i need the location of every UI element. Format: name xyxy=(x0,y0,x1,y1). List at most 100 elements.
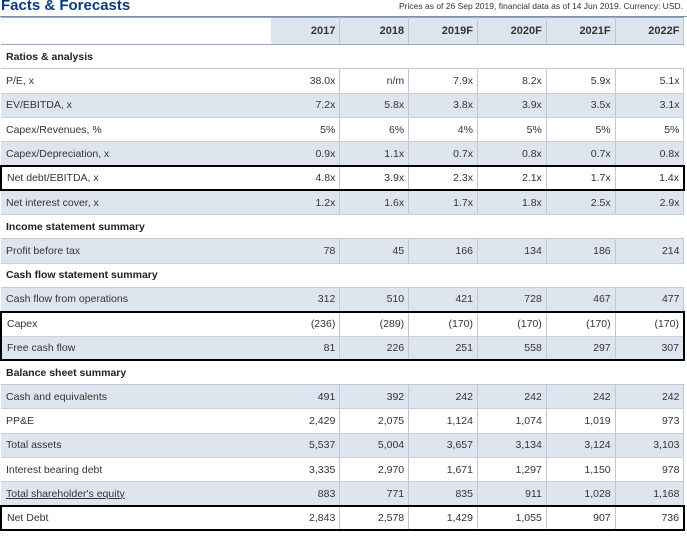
cell-value: (170) xyxy=(546,310,616,337)
year-header: 2019F xyxy=(408,17,478,45)
cell-value: 1.7x xyxy=(408,190,478,216)
cell-value: 2.3x xyxy=(408,164,478,192)
table-row-highlighted: Net debt/EBITDA, x 4.8x 3.9x 2.3x 2.1x 1.7x 1.… xyxy=(0,164,685,192)
cell-value: 771 xyxy=(339,481,410,507)
cell-value: 5.1x xyxy=(615,68,685,94)
row-label: Cash flow from operations xyxy=(1,287,271,313)
section-balance: Balance sheet summary xyxy=(1,360,684,386)
cell-value: 1.1x xyxy=(339,141,410,167)
cell-value: 312 xyxy=(271,287,341,313)
cell-value: 1,055 xyxy=(477,505,547,532)
cell-value: 0.7x xyxy=(408,141,478,167)
cell-value: 491 xyxy=(271,384,341,410)
table-row: PP&E 2,429 2,075 1,124 1,074 1,019 973 xyxy=(1,408,685,434)
cell-value: (289) xyxy=(339,310,410,337)
cell-value: 7.9x xyxy=(408,68,478,94)
facts-forecasts-table: 2017 2018 2019F 2020F 2021F 2022F Ratios… xyxy=(0,17,685,532)
cell-value: 2.9x xyxy=(615,190,685,216)
cell-value: 5.8x xyxy=(339,93,410,118)
cell-value: 1.4x xyxy=(615,164,685,192)
year-header-row: 2017 2018 2019F 2020F 2021F 2022F xyxy=(1,17,685,45)
cell-value: 1,028 xyxy=(546,481,616,507)
cell-value: 1,074 xyxy=(477,408,547,434)
cell-value: 1,297 xyxy=(477,457,547,483)
cell-value: 392 xyxy=(339,384,410,410)
cell-value: 1,150 xyxy=(546,457,616,483)
cell-value: 0.7x xyxy=(546,141,616,167)
row-label: Profit before tax xyxy=(1,238,271,264)
cell-value: 3,103 xyxy=(615,433,685,459)
table-row: Profit before tax 78 45 166 134 186 214 xyxy=(1,238,685,264)
table-row: EV/EBITDA, x 7.2x 5.8x 3.8x 3.9x 3.5x 3.1x xyxy=(1,93,685,118)
cell-value: 78 xyxy=(271,238,341,264)
table-row: P/E, x 38.0x n/m 7.9x 8.2x 5.9x 5.1x xyxy=(1,68,685,94)
cell-value: 477 xyxy=(615,287,685,313)
table-row-highlighted: Capex (236) (289) (170) (170) (170) (170) xyxy=(0,310,685,337)
row-label: Net Debt xyxy=(0,505,271,532)
table-row: Net interest cover, x 1.2x 1.6x 1.7x 1.8x 2.5… xyxy=(1,190,685,216)
row-label: Capex/Depreciation, x xyxy=(1,141,271,167)
cell-value: 728 xyxy=(477,287,547,313)
row-label: Capex xyxy=(0,310,271,337)
cell-value: 307 xyxy=(615,336,685,362)
table-row: Capex/Depreciation, x 0.9x 1.1x 0.7x 0.8x 0.7… xyxy=(1,141,685,167)
cell-value: 1,019 xyxy=(546,408,616,434)
year-header: 2021F xyxy=(546,17,616,45)
year-header: 2022F xyxy=(615,17,685,45)
cell-value: (170) xyxy=(477,310,547,337)
cell-value: (170) xyxy=(615,310,685,337)
cell-value: 2,578 xyxy=(339,505,410,532)
row-label: Total shareholder's equity xyxy=(1,481,271,507)
cell-value: 2,970 xyxy=(339,457,410,483)
page-title: Facts & Forecasts xyxy=(1,0,131,14)
cell-value: 2,429 xyxy=(271,408,341,434)
row-label: Interest bearing debt xyxy=(1,457,271,483)
cell-value: 883 xyxy=(271,481,341,507)
cell-value: 421 xyxy=(408,287,478,313)
cell-value: 251 xyxy=(408,336,478,362)
cell-value: 3,335 xyxy=(271,457,341,483)
cell-value: 242 xyxy=(408,384,478,410)
cell-value: 81 xyxy=(271,336,341,362)
cell-value: 5% xyxy=(546,117,616,143)
cell-value: 5,537 xyxy=(271,433,341,459)
cell-value: 467 xyxy=(546,287,616,313)
row-label: Net debt/EBITDA, x xyxy=(0,164,271,192)
table-row: Interest bearing debt 3,335 2,970 1,671 1,29… xyxy=(1,457,685,483)
table-row: Total assets 5,537 5,004 3,657 3,134 3,124 3,1… xyxy=(1,433,685,459)
cell-value: 1,671 xyxy=(408,457,478,483)
cell-value: 1,124 xyxy=(408,408,478,434)
row-label: Total assets xyxy=(1,433,271,459)
cell-value: 6% xyxy=(339,117,410,143)
table-row-highlighted: Free cash flow 81 226 251 558 297 307 xyxy=(0,336,685,362)
cell-value: 242 xyxy=(546,384,616,410)
cell-value: 134 xyxy=(477,238,547,264)
cell-value: 2.5x xyxy=(546,190,616,216)
cell-value: 3.5x xyxy=(546,93,616,118)
cell-value: 0.8x xyxy=(477,141,547,167)
cell-value: 1.8x xyxy=(477,190,547,216)
cell-value: 5% xyxy=(477,117,547,143)
cell-value: (170) xyxy=(408,310,478,337)
section-title: Ratios & analysis xyxy=(1,44,684,70)
cell-value: 3.9x xyxy=(477,93,547,118)
cell-value: 911 xyxy=(477,481,547,507)
cell-value: (236) xyxy=(271,310,341,337)
cell-value: 907 xyxy=(546,505,616,532)
cell-value: 3.9x xyxy=(339,164,410,192)
table-row: Cash and equivalents 491 392 242 242 242 242 xyxy=(1,384,685,410)
cell-value: 5,004 xyxy=(339,433,410,459)
section-title: Cash flow statement summary xyxy=(1,263,684,288)
cell-value: 736 xyxy=(615,505,685,532)
cell-value: 186 xyxy=(546,238,616,264)
row-label: Capex/Revenues, % xyxy=(1,117,271,143)
cell-value: 242 xyxy=(615,384,685,410)
year-header: 2017 xyxy=(271,17,341,45)
cell-value: 3,124 xyxy=(546,433,616,459)
row-label: P/E, x xyxy=(1,68,271,94)
cell-value: 1,429 xyxy=(408,505,478,532)
row-label: Net interest cover, x xyxy=(1,190,271,216)
table-row: Total shareholder's equity 883 771 835 911 1,… xyxy=(1,481,685,507)
cell-value: 297 xyxy=(546,336,616,362)
cell-value: n/m xyxy=(339,68,410,94)
